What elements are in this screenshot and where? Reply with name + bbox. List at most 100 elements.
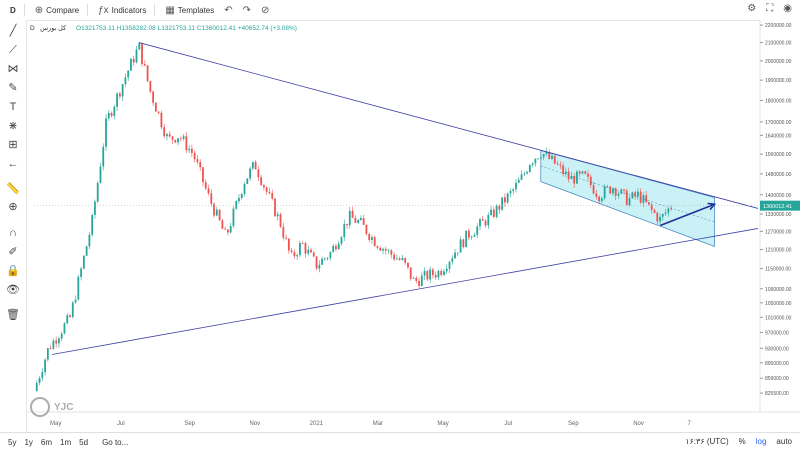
x-tick-label: 7 [688,421,692,427]
fullscreen-button[interactable]: ⛶ [766,3,773,14]
candle-body [648,202,650,205]
compare-button[interactable]: ⊕ Compare [35,5,79,16]
settings-button[interactable]: ⚙ [747,3,756,14]
undo-button[interactable]: ↶ [224,5,232,16]
lock-icon[interactable]: 🔒 [6,265,20,277]
y-tick-label: 1800000.00 [765,98,792,104]
fib-tool-icon[interactable]: ⋈ [7,63,19,75]
candle-body [636,191,639,197]
snapshot-button[interactable]: ◉ [783,3,792,14]
x-tick-label: Mar [373,421,383,427]
redo-button[interactable]: ↷ [243,5,251,16]
percent-toggle[interactable]: % [738,437,746,446]
range-6m[interactable]: 6m [40,437,53,447]
candle-body [415,277,418,281]
candle-body [323,258,326,260]
eye-icon[interactable]: 👁 [6,284,20,296]
brush-tool-icon[interactable]: ✎ [8,82,18,94]
candle-body [623,189,625,191]
candle-body [166,134,168,137]
legend-symbol-name: کل بورس [40,25,67,32]
candle-body [409,267,412,279]
auto-toggle[interactable]: auto [776,437,792,446]
last-price-badge [760,200,800,211]
candle-body [182,136,185,139]
y-tick-label: 859000.00 [765,376,789,382]
log-toggle[interactable]: log [755,437,767,446]
candle-body [318,264,321,269]
ruler-icon[interactable]: 📏 [6,183,20,195]
candle-body [562,165,564,174]
candle-body [540,157,542,159]
candle-body [567,171,570,180]
back-arrow-icon[interactable]: ← [7,158,19,170]
candle-body [257,169,260,178]
candle-body [431,269,434,276]
range-5y[interactable]: 5y [8,437,17,447]
goto-button[interactable]: Go to... [102,437,129,447]
draw-mode-icon[interactable]: ✐ [8,246,18,258]
candle-body [412,277,415,279]
crosshair-tool-icon[interactable]: ╱ [9,25,17,37]
candle-body [343,223,346,238]
candle-body [340,237,343,244]
range-1m[interactable]: 1m [60,437,72,447]
indicators-button[interactable]: ƒx Indicators [98,5,146,16]
candle-body [268,191,271,194]
candle-body [130,58,132,71]
candle-body [573,176,576,184]
magnet-icon[interactable]: ∩ [9,227,17,239]
candle-body [484,220,487,226]
candle-body [398,258,401,260]
candle-body [282,226,285,238]
candle-body [470,236,473,238]
y-tick-label: 1400000.00 [765,193,792,199]
prediction-tool-icon[interactable]: ⊞ [8,139,18,151]
x-tick-label: May [50,421,61,427]
trendline-tool-icon[interactable]: ⟋ [9,44,17,56]
candle-body [592,185,595,194]
top-toolbar: D ⊕ Compare ƒx Indicators ▦ Templates ↶ … [0,0,800,21]
camera-icon: ◉ [783,3,792,14]
candle-body [121,84,124,97]
candle-body [376,246,379,248]
candle-body [661,213,664,217]
candle-body [99,166,102,183]
candle-body [55,340,58,344]
candle-body [426,271,429,280]
candle-body [116,93,119,107]
candle-body [110,112,113,116]
divider [23,4,25,16]
candle-body [229,226,232,233]
templates-label: Templates [177,5,215,15]
y-tick-label: 2100000.00 [765,41,792,47]
range-1y[interactable]: 1y [24,437,33,447]
candle-body [188,148,191,151]
templates-button[interactable]: ▦ Templates [165,5,214,16]
candle-body [653,209,656,213]
divider [154,4,156,16]
candle-body [146,65,149,82]
candle-body [537,158,540,160]
trash-icon[interactable]: 🗑 [6,309,20,321]
candle-body [501,197,504,210]
interval-selector[interactable]: D [10,6,16,15]
candle-body [251,161,254,169]
candle-body [371,237,373,240]
candle-body [287,238,290,251]
text-tool-icon[interactable]: T [9,101,17,113]
candle-body [495,205,498,217]
candle-body [454,252,456,259]
candle-body [240,193,243,199]
range-5d[interactable]: 5d [79,437,89,447]
price-chart[interactable]: 2200000.00 2100000.00 2000000.00 1900000.00… [26,20,800,432]
hide-drawings-button[interactable]: ⊘ [261,5,269,16]
candle-body [138,42,141,50]
candle-body [462,239,465,248]
legend-symbol: D کل بورس [30,25,68,32]
zoom-icon[interactable]: ⊕ [8,201,18,213]
candle-body [285,237,287,239]
pattern-tool-icon[interactable]: ⋇ [8,120,18,132]
candle-body [589,176,592,186]
candle-body [451,258,454,262]
